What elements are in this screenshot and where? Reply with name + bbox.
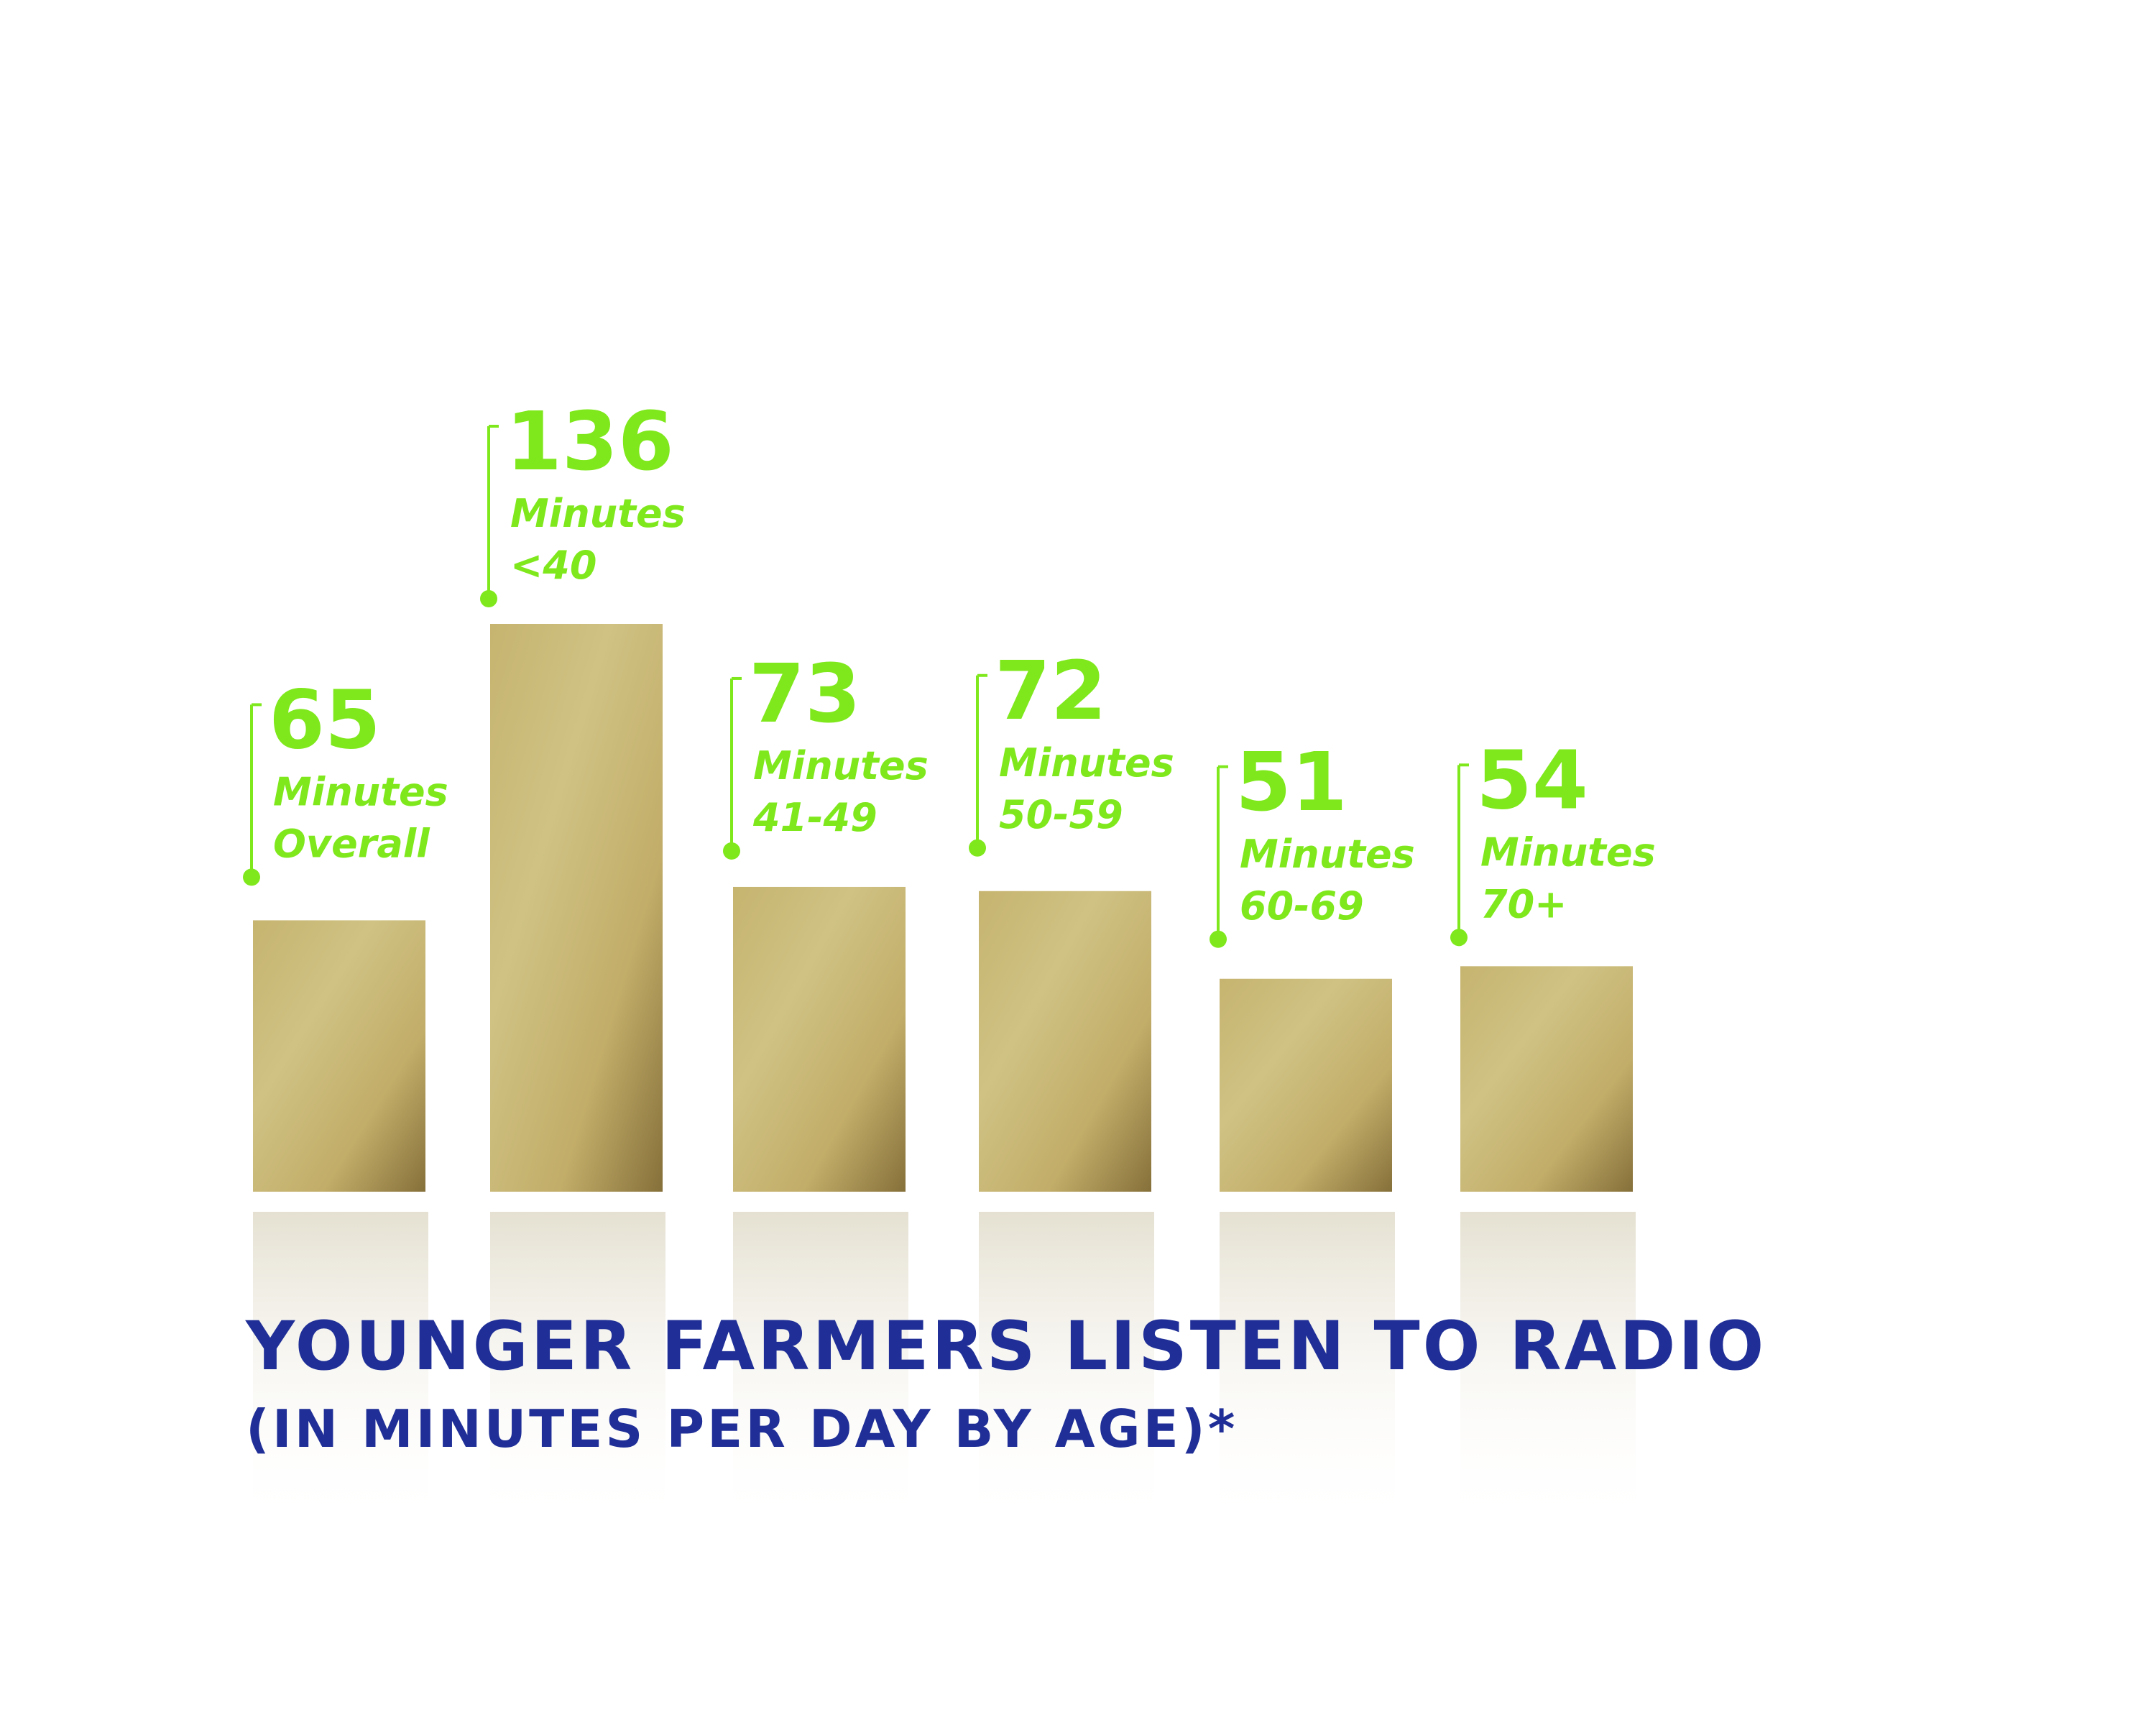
bar-4 xyxy=(1220,978,1392,1192)
unit-label: Minutes xyxy=(753,743,929,788)
bar-reflection xyxy=(490,1212,665,1528)
category-label: Overall xyxy=(273,821,430,866)
category-label: 70+ xyxy=(1480,881,1567,926)
value-label: 54 xyxy=(1476,734,1588,827)
bar-reflection xyxy=(1220,1212,1395,1528)
bar-3 xyxy=(979,891,1151,1192)
unit-label: Minutes xyxy=(999,740,1174,786)
bar-0 xyxy=(253,920,425,1192)
unit-label: Minutes xyxy=(273,769,448,814)
value-label: 73 xyxy=(749,648,861,741)
bars xyxy=(253,624,1633,1192)
value-label: 136 xyxy=(506,395,674,489)
unit-label: Minutes xyxy=(510,491,686,536)
category-label: <40 xyxy=(510,543,596,588)
chart-subtitle: (IN MINUTES PER DAY BY AGE)* xyxy=(246,1399,1238,1459)
bar-reflection xyxy=(1460,1212,1636,1528)
category-label: 50-59 xyxy=(999,792,1123,837)
bar-reflection xyxy=(979,1212,1154,1528)
value-label: 72 xyxy=(995,645,1107,738)
bar-reflections xyxy=(253,1212,1636,1528)
unit-label: Minutes xyxy=(1240,832,1415,877)
chart-title: YOUNGER FARMERS LISTEN TO RADIO xyxy=(245,1307,1766,1386)
bar-reflection xyxy=(733,1212,908,1528)
unit-label: Minutes xyxy=(1480,829,1656,875)
value-labels: 65MinutesOverall136Minutes<4073Minutes41… xyxy=(243,395,1656,948)
value-label: 51 xyxy=(1235,736,1348,829)
bar-reflection xyxy=(253,1212,428,1528)
bar-1 xyxy=(490,624,663,1192)
category-label: 41-49 xyxy=(752,795,877,840)
bar-2 xyxy=(733,886,906,1192)
category-label: 60-69 xyxy=(1240,883,1364,929)
value-label: 65 xyxy=(269,673,381,767)
bar-5 xyxy=(1460,966,1633,1192)
